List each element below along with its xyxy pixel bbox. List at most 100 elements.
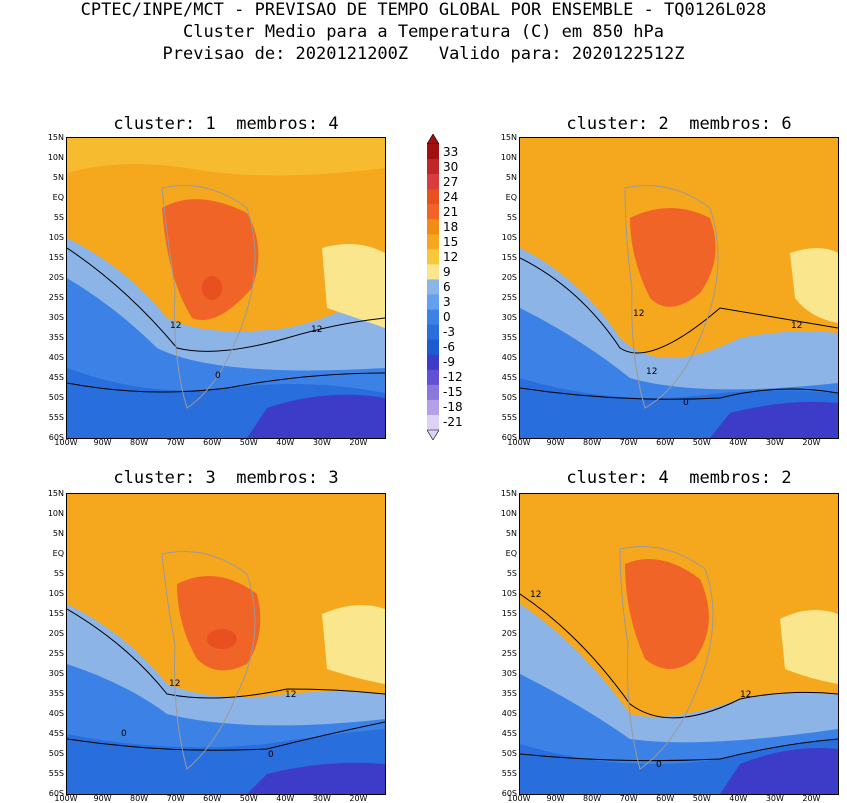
lat-tick-label: 35S	[501, 689, 517, 698]
lat-tick-label: 25S	[48, 649, 64, 658]
lat-tick-label: 35S	[48, 689, 64, 698]
lat-tick-label: 5N	[52, 529, 64, 538]
lat-tick-label: 60S	[48, 433, 64, 442]
lon-tick-label: 70W	[166, 794, 185, 803]
colorbar-label: 21	[443, 204, 459, 219]
lon-tick-label: 80W	[583, 438, 602, 447]
contour-label: 0	[656, 760, 662, 770]
lon-tick-label: 60W	[203, 438, 222, 447]
lon-tick-label: 80W	[130, 794, 149, 803]
lon-tick-label: 80W	[130, 438, 149, 447]
lat-tick-label: 60S	[501, 789, 517, 798]
lat-tick-label: 25S	[501, 649, 517, 658]
colorbar-swatch	[427, 384, 439, 401]
map-panel-1: 12 12 0	[66, 137, 386, 439]
lat-tick-label: 35S	[501, 333, 517, 342]
contour-label: 12	[646, 367, 657, 377]
lon-tick-label: 30W	[765, 794, 784, 803]
colorbar-swatch	[427, 369, 439, 386]
lon-tick-label: 90W	[546, 438, 565, 447]
lat-tick-label: 10N	[500, 153, 517, 162]
lon-tick-label: 60W	[656, 438, 675, 447]
lon-tick-label: 100W	[507, 794, 531, 803]
lon-tick-label: 50W	[692, 438, 711, 447]
lat-tick-label: 15N	[47, 133, 64, 142]
contour-label: 0	[215, 371, 221, 381]
colorbar-bottom-arrow	[426, 429, 440, 441]
colorbar-swatch	[427, 399, 439, 416]
colorbar-label: 3	[443, 295, 451, 310]
contour-label: 12	[633, 309, 644, 319]
contour-label: 0	[268, 750, 274, 760]
colorbar-swatch	[427, 294, 439, 311]
lat-tick-label: 25S	[501, 293, 517, 302]
colorbar-swatch	[427, 339, 439, 356]
lon-tick-label: 100W	[507, 438, 531, 447]
lat-tick-label: 20S	[48, 273, 64, 282]
lat-tick-label: 5S	[53, 213, 64, 222]
lon-tick-label: 40W	[729, 794, 748, 803]
temperature-map-3: 12 12 0 0	[67, 494, 385, 794]
colorbar-swatch	[427, 219, 439, 235]
lat-tick-label: 40S	[501, 709, 517, 718]
lat-tick-label: 10S	[501, 589, 517, 598]
lat-tick-label: 10N	[500, 509, 517, 518]
lon-tick-label: 20W	[802, 794, 821, 803]
colorbar-swatch	[427, 414, 439, 431]
lon-tick-label: 40W	[276, 794, 295, 803]
colorbar-label: -18	[443, 400, 463, 415]
lon-tick-label: 70W	[619, 794, 638, 803]
contour-label: 0	[683, 398, 689, 408]
colorbar-swatch	[427, 189, 439, 205]
colorbar-label: 33	[443, 144, 459, 159]
contour-label: 12	[169, 679, 180, 689]
colorbar-label: -6	[443, 340, 455, 355]
lat-tick-label: 30S	[501, 669, 517, 678]
lat-tick-label: 20S	[501, 629, 517, 638]
lat-tick-label: EQ	[505, 549, 517, 558]
lat-tick-label: 15S	[501, 609, 517, 618]
map-panel-4: 12 12 0	[519, 493, 839, 795]
panel-title-2: cluster: 2 membros: 6	[566, 114, 792, 134]
contour-label: 12	[311, 325, 322, 335]
colorbar-swatch	[427, 174, 439, 190]
lat-tick-label: 50S	[48, 393, 64, 402]
colorbar-label: -12	[443, 370, 463, 385]
lat-tick-label: 45S	[501, 729, 517, 738]
lat-tick-label: 30S	[501, 313, 517, 322]
lat-tick-label: 40S	[48, 709, 64, 718]
lat-tick-label: 10N	[47, 509, 64, 518]
colorbar-swatch	[427, 279, 439, 296]
lat-tick-label: 15N	[47, 489, 64, 498]
lon-tick-label: 30W	[312, 794, 331, 803]
colorbar-label: -15	[443, 385, 463, 400]
lat-tick-label: 5S	[506, 213, 517, 222]
lat-tick-label: 20S	[501, 273, 517, 282]
colorbar-label: 27	[443, 174, 459, 189]
lon-tick-label: 60W	[656, 794, 675, 803]
contour-label: 12	[285, 690, 296, 700]
lon-tick-label: 20W	[802, 438, 821, 447]
lat-tick-label: 45S	[48, 729, 64, 738]
lat-tick-label: 15S	[48, 253, 64, 262]
lat-tick-label: 5N	[505, 173, 517, 182]
colorbar-label: 9	[443, 264, 451, 279]
lat-tick-label: 55S	[501, 413, 517, 422]
colorbar-swatch	[427, 144, 439, 160]
colorbar	[426, 133, 440, 441]
lon-tick-label: 20W	[349, 438, 368, 447]
lon-tick-label: 60W	[203, 794, 222, 803]
lat-tick-label: 10N	[47, 153, 64, 162]
colorbar-label: 18	[443, 219, 459, 234]
colorbar-label: 0	[443, 310, 451, 325]
lon-tick-label: 20W	[349, 794, 368, 803]
lat-tick-label: 20S	[48, 629, 64, 638]
colorbar-label: 30	[443, 159, 459, 174]
map-panel-3: 12 12 0 0	[66, 493, 386, 795]
lon-tick-label: 50W	[239, 438, 258, 447]
lat-tick-label: 55S	[48, 413, 64, 422]
lat-tick-label: 15N	[500, 489, 517, 498]
lat-tick-label: 5S	[506, 569, 517, 578]
contour-label: 12	[530, 590, 541, 600]
lat-tick-label: 40S	[48, 353, 64, 362]
